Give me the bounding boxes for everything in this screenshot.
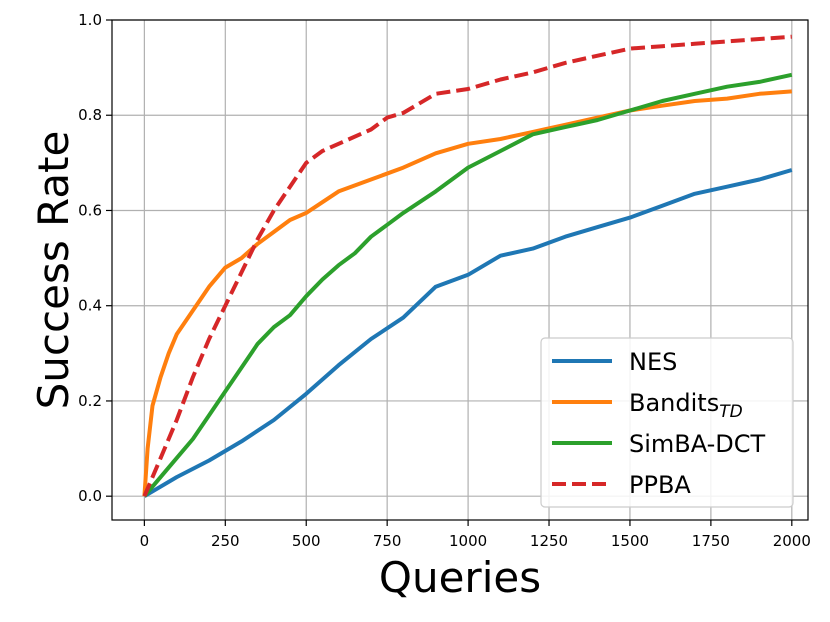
y-tick-label: 0.4 (78, 297, 102, 315)
x-axis-label: Queries (379, 553, 541, 602)
series-line-simba-dct (142, 72, 793, 498)
axis-ticks: 0 250 500 750 1000 1250 1500 1750 2000 0.0 0.2 0.4 0… (78, 11, 811, 550)
legend-entry-name: NES (629, 348, 677, 376)
legend-entry-name: Bandits (629, 389, 719, 417)
legend-entry-name: SimBA-DCT (629, 430, 766, 458)
legend-box (540, 337, 794, 508)
legend-entry-subscript: TD (719, 402, 742, 422)
legend-entry: SimBA-DCT (629, 430, 766, 458)
x-tick-label: 1500 (611, 532, 649, 550)
x-tick-label: 750 (373, 532, 402, 550)
y-tick-label: 0.2 (78, 392, 102, 410)
y-tick-label: 0.8 (78, 106, 102, 124)
plot-frame (111, 19, 809, 521)
series-lines (142, 34, 793, 498)
x-tick-label: 1750 (692, 532, 730, 550)
x-tick-label: 1000 (449, 532, 487, 550)
x-tick-label: 250 (211, 532, 240, 550)
legend-entry: BanditsTD (629, 389, 743, 422)
x-tick-label: 500 (292, 532, 321, 550)
legend-entry: NES (629, 348, 677, 376)
legend-entry: PPBA (629, 471, 691, 499)
y-tick-label: 0.6 (78, 201, 102, 219)
x-tick-label: 2000 (773, 532, 811, 550)
series-line-ppba (142, 34, 792, 497)
legend-entry-name: PPBA (629, 471, 691, 499)
x-tick-label: 0 (140, 532, 150, 550)
legend: NES BanditsTD SimBA-DCT PPBA (540, 337, 794, 508)
series-line-nes (143, 168, 793, 498)
x-tick-label: 1250 (530, 532, 568, 550)
y-tick-label: 0.0 (78, 487, 102, 505)
y-axis-label: Success Rate (29, 131, 78, 410)
y-tick-label: 1.0 (78, 11, 102, 29)
